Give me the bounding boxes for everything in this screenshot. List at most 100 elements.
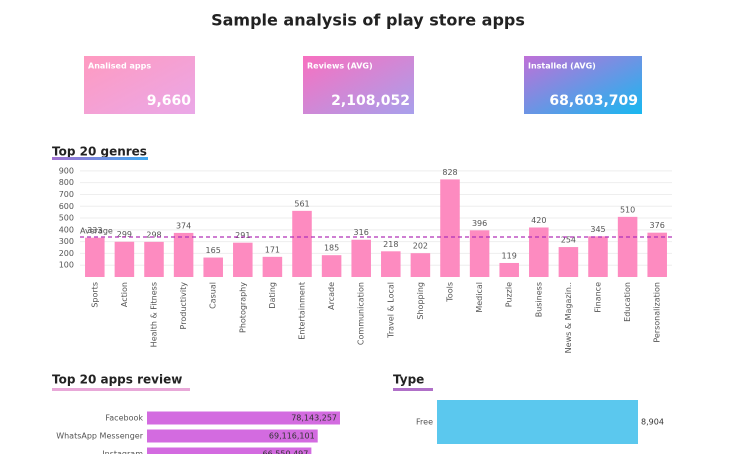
value-label: 510 [620,205,635,214]
value-label: 299 [117,230,132,239]
value-label: 78,143,257 [291,414,337,423]
bar [147,411,340,425]
kpi-card: Reviews (AVG) 2,108,052 [303,56,414,114]
x-tick-label: Health & Fitness [150,282,159,347]
bar [321,255,342,277]
bar [647,232,667,277]
value-label: 376 [650,221,665,230]
kpi-value: 9,660 [147,93,192,109]
section-title: Top 20 genres [52,145,147,159]
bar [292,210,312,277]
x-tick-label: Photography [238,282,247,333]
x-tick-label: Sports [90,282,99,308]
x-tick-label: Tools [446,282,455,303]
bar [203,257,223,277]
bar [617,216,638,277]
value-label: 298 [146,230,161,239]
value-label: 66,550,497 [263,450,309,454]
bar [469,230,490,277]
title-underline [52,157,148,160]
x-tick-label: Entertainment [298,282,307,340]
x-tick-label: Medical [475,282,484,313]
bar [437,400,638,444]
x-tick-label: Communication [357,282,366,345]
x-tick-label: Puzzle [505,282,514,307]
x-tick-label: Shopping [416,282,425,320]
y-tick-label: 600 [59,202,74,211]
value-label: 374 [176,221,191,230]
x-tick-label: Finance [594,282,603,313]
value-label: 218 [383,240,398,249]
kpi-label: Analised apps [88,62,151,71]
bar [262,256,283,277]
bar [233,242,253,277]
value-label: 561 [294,199,309,208]
y-tick-label: Facebook [105,414,143,423]
x-tick-label: News & Magazin.. [564,282,573,353]
bar [529,227,549,277]
section-title: Top 20 apps review [52,373,182,387]
value-label: 165 [206,246,221,255]
bar [147,447,312,454]
value-label: 8,904 [641,418,664,427]
section-title: Type [393,373,424,387]
kpi-value: 2,108,052 [331,93,410,109]
value-label: 185 [324,244,339,253]
x-tick-label: Personalization [653,282,662,343]
bar [85,237,105,277]
y-tick-label: 300 [59,237,74,246]
bar [114,241,135,277]
y-tick-label: Instagram [102,450,143,454]
y-tick-label: Free [416,418,433,427]
value-label: 171 [265,245,280,254]
y-tick-label: 100 [59,261,74,270]
kpi-card: Analised apps 9,660 [84,56,195,114]
x-tick-label: Action [120,282,129,307]
value-label: 202 [413,242,428,251]
title-underline [52,388,190,391]
bar [499,262,519,277]
x-tick-label: Education [623,282,632,322]
kpi-bg [84,56,195,114]
x-tick-label: Productivity [179,282,188,330]
y-tick-label: 800 [59,178,74,187]
kpi-bg [303,56,414,114]
y-tick-label: WhatsApp Messenger [56,432,144,441]
kpi-label: Reviews (AVG) [307,62,373,71]
value-label: 119 [502,251,517,260]
y-tick-label: 500 [59,214,74,223]
y-tick-label: 400 [59,225,74,234]
y-tick-label: 900 [59,166,74,175]
value-label: 420 [531,216,546,225]
bar [410,253,431,277]
bar [173,232,194,277]
value-label: 828 [442,168,457,177]
value-label: 291 [235,231,250,240]
kpi-card: Installed (AVG) 68,603,709 [524,56,642,114]
value-label: 316 [354,228,369,237]
y-tick-label: 700 [59,190,74,199]
bar [588,236,608,277]
value-label: 396 [472,219,487,228]
x-tick-label: Travel & Local [386,282,395,339]
kpi-label: Installed (AVG) [528,62,596,71]
bar [351,239,371,277]
title-underline [393,388,433,391]
bar [144,241,164,277]
value-label: 69,116,101 [269,432,315,441]
value-label: 333 [87,226,102,235]
x-tick-label: Dating [268,282,277,309]
y-tick-label: 200 [59,249,74,258]
kpi-value: 68,603,709 [549,93,638,109]
bar [147,429,318,443]
value-label: 254 [561,236,576,245]
bar [558,247,579,277]
value-label: 345 [590,225,605,234]
kpi-bg [524,56,642,114]
x-tick-label: Casual [209,282,218,309]
page-title: Sample analysis of play store apps [211,11,525,30]
x-tick-label: Arcade [327,282,336,310]
reference-label: Average [80,227,113,236]
x-tick-label: Business [534,282,543,317]
